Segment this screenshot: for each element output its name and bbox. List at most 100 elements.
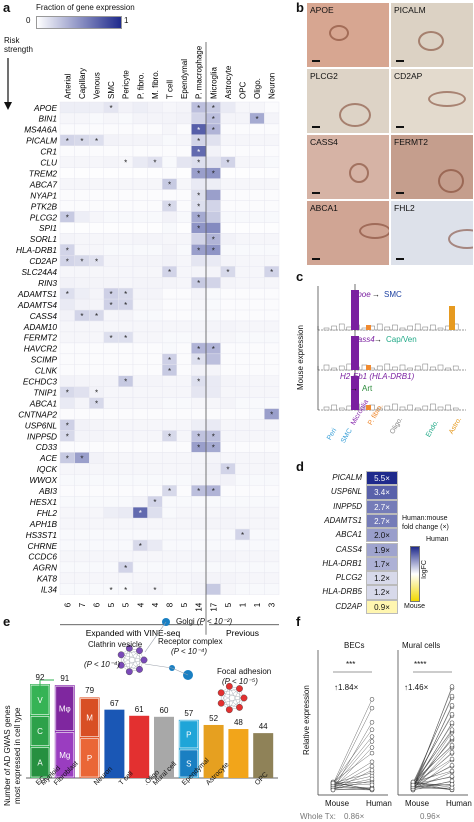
gene-label: ABI3: [38, 486, 57, 496]
gene-label: ABCA1: [29, 398, 57, 408]
significance-star: *: [66, 257, 69, 266]
significance-star: *: [270, 268, 273, 277]
paired-line: [332, 788, 373, 791]
fold-value-cell: 2.7×: [366, 499, 398, 514]
becs-sig: ***: [346, 660, 356, 669]
expression-bar: [376, 365, 383, 371]
expression-bar: [331, 367, 337, 371]
paired-line: [332, 729, 373, 784]
significance-star: *: [197, 126, 200, 135]
expression-bar: [331, 325, 337, 331]
mouse-expression-plot: [317, 284, 466, 411]
gene-label: PLCG2: [30, 212, 58, 222]
cell-count-label: 6: [93, 602, 102, 607]
bar-tcell: [129, 715, 150, 778]
becs-title: BECs: [344, 641, 365, 650]
human-point: [449, 711, 455, 717]
significance-star: *: [95, 312, 98, 321]
astrocyte-bar: [449, 306, 455, 330]
panel-label-e: e: [3, 614, 11, 629]
expression-bar: [414, 323, 421, 331]
significance-star: *: [124, 159, 127, 168]
significance-star: *: [197, 213, 200, 222]
gene-label: NYAP1: [30, 190, 57, 200]
fold-value-cell: 5.5×: [366, 471, 398, 486]
significance-star: *: [241, 531, 244, 540]
significance-star: *: [197, 104, 200, 113]
art-label: Art: [362, 384, 373, 393]
expression-bar: [399, 327, 406, 331]
network-node: [125, 644, 133, 652]
bar-astrocyte: [228, 729, 249, 778]
golgi-name: Golgi: [176, 617, 195, 626]
gene-label: CCDC6: [28, 552, 57, 562]
significance-star: *: [110, 104, 113, 113]
bar-value-label: 44: [258, 722, 268, 732]
mural-x-human: Human: [446, 799, 472, 808]
paired-line: [412, 765, 453, 788]
bar-segment: [30, 716, 50, 747]
micrograph-label: APOE: [310, 5, 334, 15]
bar-value-label: 91: [60, 674, 70, 684]
bar-segment: [55, 685, 75, 731]
paired-line: [412, 784, 453, 788]
gene-label: HESX1: [30, 497, 57, 507]
becs-whole: 0.86×: [344, 812, 365, 821]
network-edge: [129, 650, 140, 672]
expression-bar: [392, 403, 398, 411]
significance-star: *: [197, 443, 200, 452]
scale-bar: [312, 60, 320, 62]
cell-type-label: Oligo.: [253, 78, 262, 99]
significance-star: *: [124, 290, 127, 299]
receptor-p: (P < 10⁻⁴): [171, 647, 208, 656]
significance-star: *: [95, 389, 98, 398]
gene-label: SLC24A4: [21, 267, 57, 277]
network-edge: [144, 663, 173, 669]
clathrin-p: (P < 10⁻⁴): [84, 660, 121, 669]
gene-label: IL34: [41, 585, 58, 595]
significance-star: *: [95, 400, 98, 409]
gene-label: USP6NL: [25, 420, 58, 430]
vessel-stain: [448, 229, 473, 249]
gene-label: RIN3: [38, 278, 57, 288]
bar-value-label: 57: [184, 708, 194, 718]
mural-sig: ****: [414, 660, 427, 669]
paired-line: [332, 769, 373, 791]
focal-label: Focal adhesion: [217, 667, 272, 676]
network-edge: [229, 688, 240, 710]
panel-f-ylabel: Relative expression: [302, 685, 311, 755]
network-node: [217, 689, 225, 697]
cell-count-label: 8: [166, 602, 175, 607]
bar-segment: [55, 732, 75, 778]
fibro-bar: [366, 325, 371, 330]
paired-line: [412, 738, 453, 788]
capven-label: Cap/Ven: [386, 335, 417, 344]
fibro-bar: [366, 365, 371, 370]
network-node: [217, 699, 225, 707]
vessel-stain: [339, 103, 371, 127]
gene-label: CHRNE: [27, 541, 57, 551]
significance-star: *: [66, 246, 69, 255]
gene-label: HAVCR2: [24, 344, 58, 354]
expression-bar: [323, 406, 330, 411]
fold-gene-label: CD2AP: [335, 601, 362, 611]
cell-type-label: Astrocyte: [224, 65, 233, 99]
gene-label: CD33: [36, 442, 58, 452]
fold-value-cell: 1.9×: [366, 542, 398, 557]
whole-tx-label: Whole Tx:: [300, 812, 336, 821]
bar-segment-label: M: [86, 714, 93, 723]
cell-type-label: Venous: [93, 72, 102, 99]
bar-segment-label: A: [37, 758, 43, 767]
bar-segment: [179, 720, 199, 749]
significance-star: *: [197, 159, 200, 168]
panel-label-c: c: [296, 269, 304, 284]
expression-bar: [331, 404, 337, 411]
human-point: [369, 705, 375, 711]
gene-label: BIN1: [39, 114, 57, 124]
significance-star: *: [66, 432, 69, 441]
paired-line: [412, 776, 453, 787]
gene-label: CR1: [40, 147, 57, 157]
significance-star: *: [66, 422, 69, 431]
